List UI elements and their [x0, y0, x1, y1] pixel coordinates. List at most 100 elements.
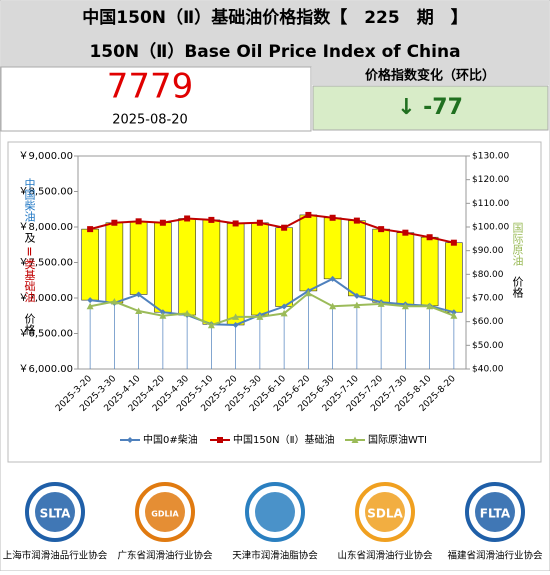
- up-down-bar: [275, 227, 293, 307]
- marker: [401, 302, 409, 310]
- y-axis-title: 及: [23, 232, 36, 243]
- marker: [87, 297, 94, 304]
- y2-tick-label: $130.00: [472, 152, 509, 162]
- marker: [159, 219, 166, 226]
- logo-abbr: SLTA: [40, 507, 72, 521]
- up-down-bar: [372, 228, 390, 303]
- y-axis-title: Ⅱ类基础油: [23, 246, 36, 303]
- marker: [402, 229, 409, 236]
- legend-label: 国际原油WTI: [368, 433, 427, 446]
- marker: [281, 303, 288, 310]
- marker: [256, 313, 264, 320]
- up-down-bar: [105, 222, 124, 304]
- logo-abbr: GDLIA: [151, 510, 179, 519]
- logo-inner: [475, 492, 515, 532]
- marker: [110, 298, 118, 305]
- marker: [353, 301, 361, 309]
- up-down-bar: [299, 214, 318, 292]
- up-down-bar: [420, 236, 439, 307]
- y-tick-label: ￥9,000.00: [18, 151, 73, 162]
- y-axis-title: 中国柴油: [23, 178, 36, 222]
- change-box: [312, 85, 549, 131]
- y-tick-label: ￥6,000.00: [18, 364, 73, 375]
- legend-marker: [351, 436, 359, 443]
- y-tick-label: ￥6,500.00: [18, 329, 73, 340]
- series-line: [90, 277, 455, 326]
- index-date: 2025-08-20: [112, 113, 188, 128]
- marker: [450, 239, 457, 246]
- marker: [353, 217, 360, 224]
- up-down-bar: [396, 232, 415, 305]
- index-value: 7779: [107, 67, 194, 107]
- y2-tick-label: $80.00: [472, 270, 504, 280]
- marker: [232, 313, 240, 320]
- marker: [280, 309, 288, 317]
- marker: [87, 226, 94, 233]
- series-line: [89, 292, 455, 327]
- marker: [378, 226, 385, 233]
- logo-name: 福建省润滑油行业协会: [447, 550, 543, 562]
- legend-marker: [127, 437, 133, 443]
- marker: [304, 289, 312, 297]
- marker: [256, 219, 263, 226]
- marker: [426, 302, 434, 310]
- up-down-bar: [323, 217, 342, 280]
- marker: [135, 307, 143, 315]
- marker: [305, 211, 312, 218]
- y2-tick-label: $110.00: [472, 199, 509, 209]
- up-down-bar: [226, 223, 245, 326]
- change-value: ↓ -77: [397, 95, 463, 120]
- marker: [159, 309, 166, 316]
- marker: [450, 309, 457, 316]
- marker: [329, 275, 336, 282]
- marker: [329, 302, 337, 310]
- marker: [183, 309, 191, 317]
- title: 中国150N（Ⅱ）基础油价格指数【 225 期 】: [82, 7, 467, 28]
- y2-tick-label: $70.00: [472, 294, 504, 304]
- y2-axis-title: 价格: [511, 276, 524, 299]
- marker: [135, 291, 142, 298]
- logo-name: 上海市润滑油品行业协会: [3, 550, 108, 562]
- marker: [426, 234, 433, 241]
- marker: [329, 214, 336, 221]
- y-axis-title: 价格: [23, 313, 36, 336]
- up-down-bar: [81, 228, 99, 301]
- logo-inner: [365, 492, 405, 532]
- up-down-bar: [348, 220, 366, 297]
- logo-inner: [35, 492, 75, 532]
- up-down-bar: [251, 222, 269, 316]
- y2-tick-label: $50.00: [472, 341, 504, 351]
- marker: [207, 321, 215, 329]
- logo-abbr: FLTA: [480, 507, 511, 521]
- logo-name: 山东省润滑油行业协会: [337, 550, 433, 562]
- y-tick-label: ￥8,500.00: [18, 187, 73, 198]
- up-down-bar: [178, 218, 196, 316]
- marker: [208, 216, 215, 223]
- y2-tick-label: $40.00: [472, 365, 504, 375]
- legend-marker: [217, 437, 223, 443]
- y2-tick-label: $90.00: [472, 246, 504, 256]
- up-down-bar: [129, 221, 148, 295]
- marker: [377, 300, 385, 307]
- change-label-bg: [312, 67, 549, 85]
- marker: [281, 224, 288, 231]
- y-tick-label: ￥8,000.00: [18, 222, 73, 233]
- legend-label: 中国150N（Ⅱ）基础油: [233, 433, 335, 446]
- logo-abbr: SDLA: [367, 507, 403, 521]
- logo-name: 天津市润滑油脂协会: [232, 550, 318, 562]
- up-down-bar: [154, 222, 172, 313]
- logo-name: 广东省润滑油行业协会: [117, 550, 213, 562]
- legend-label: 中国0#柴油: [143, 433, 198, 446]
- subtitle: 150N（Ⅱ）Base Oil Price Index of China: [89, 41, 460, 62]
- up-down-bar: [445, 242, 463, 313]
- change-label: 价格指数变化（环比）: [365, 68, 495, 84]
- marker: [232, 321, 239, 328]
- logo-inner: [255, 492, 295, 532]
- marker: [86, 302, 94, 310]
- y2-tick-label: $60.00: [472, 317, 504, 327]
- y2-tick-label: $120.00: [472, 175, 509, 185]
- marker: [184, 215, 191, 222]
- header-bg: [1, 1, 549, 67]
- marker: [353, 292, 360, 299]
